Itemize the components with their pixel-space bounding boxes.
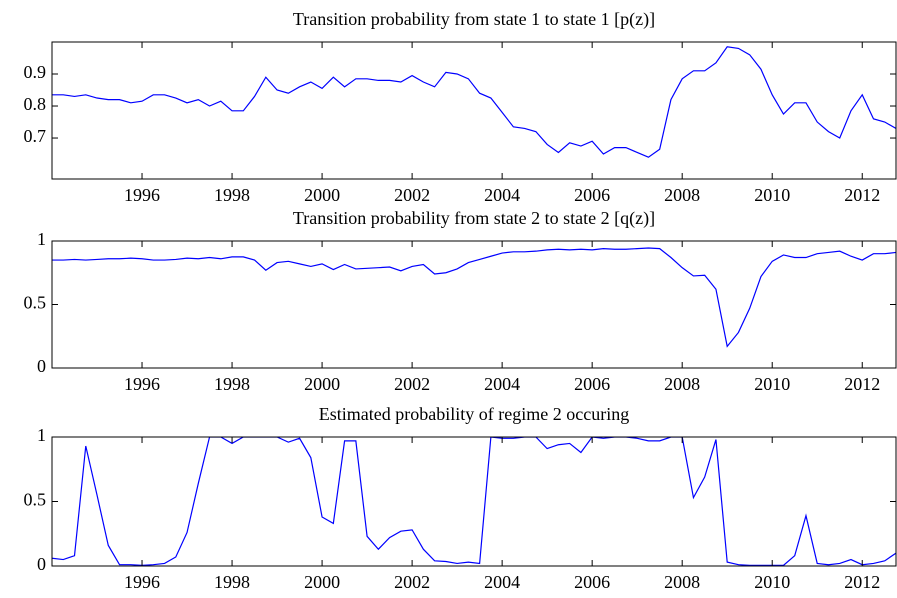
chart-title: Estimated probability of regime 2 occuri… (319, 404, 629, 424)
y-tick-label: 1 (37, 425, 46, 445)
axes-box (51, 41, 897, 180)
y-tick-label: 0.5 (24, 293, 47, 313)
x-tick-label: 2012 (844, 374, 880, 394)
x-tick-label: 2000 (304, 374, 340, 394)
x-tick-label: 2010 (754, 572, 790, 592)
axes-box (51, 240, 897, 369)
subplot: Estimated probability of regime 2 occuri… (24, 404, 897, 592)
x-tick-label: 1998 (214, 185, 250, 205)
y-tick-label: 0 (37, 356, 46, 376)
x-tick-label: 2010 (754, 185, 790, 205)
x-tick-label: 1996 (124, 185, 160, 205)
y-tick-label: 0.9 (24, 62, 47, 82)
y-tick-label: 1 (37, 229, 46, 249)
data-line (52, 437, 896, 566)
x-tick-label: 2006 (574, 572, 610, 592)
x-tick-label: 2004 (484, 185, 520, 205)
x-tick-label: 2004 (484, 572, 520, 592)
data-line (52, 247, 896, 348)
x-tick-label: 2002 (394, 374, 430, 394)
x-tick-label: 2008 (664, 572, 700, 592)
x-tick-label: 1998 (214, 374, 250, 394)
x-tick-label: 1998 (214, 572, 250, 592)
x-tick-label: 2002 (394, 572, 430, 592)
y-tick-label: 0.5 (24, 490, 47, 510)
x-tick-label: 2000 (304, 572, 340, 592)
x-tick-label: 2006 (574, 185, 610, 205)
x-tick-label: 1996 (124, 374, 160, 394)
x-tick-label: 2000 (304, 185, 340, 205)
chart-title: Transition probability from state 2 to s… (293, 208, 655, 229)
y-tick-label: 0 (37, 554, 46, 574)
x-tick-label: 2002 (394, 185, 430, 205)
x-tick-label: 2008 (664, 374, 700, 394)
x-tick-label: 2010 (754, 374, 790, 394)
chart-title: Transition probability from state 1 to s… (293, 9, 655, 30)
x-tick-label: 2012 (844, 185, 880, 205)
subplot: Transition probability from state 2 to s… (24, 208, 897, 394)
axes-box (51, 436, 897, 567)
subplot: Transition probability from state 1 to s… (24, 9, 897, 205)
x-tick-label: 2006 (574, 374, 610, 394)
y-tick-label: 0.8 (24, 94, 47, 114)
x-tick-label: 2004 (484, 374, 520, 394)
data-line (52, 46, 896, 158)
x-tick-label: 2012 (844, 572, 880, 592)
x-tick-label: 2008 (664, 185, 700, 205)
x-tick-label: 1996 (124, 572, 160, 592)
y-tick-label: 0.7 (24, 126, 47, 146)
